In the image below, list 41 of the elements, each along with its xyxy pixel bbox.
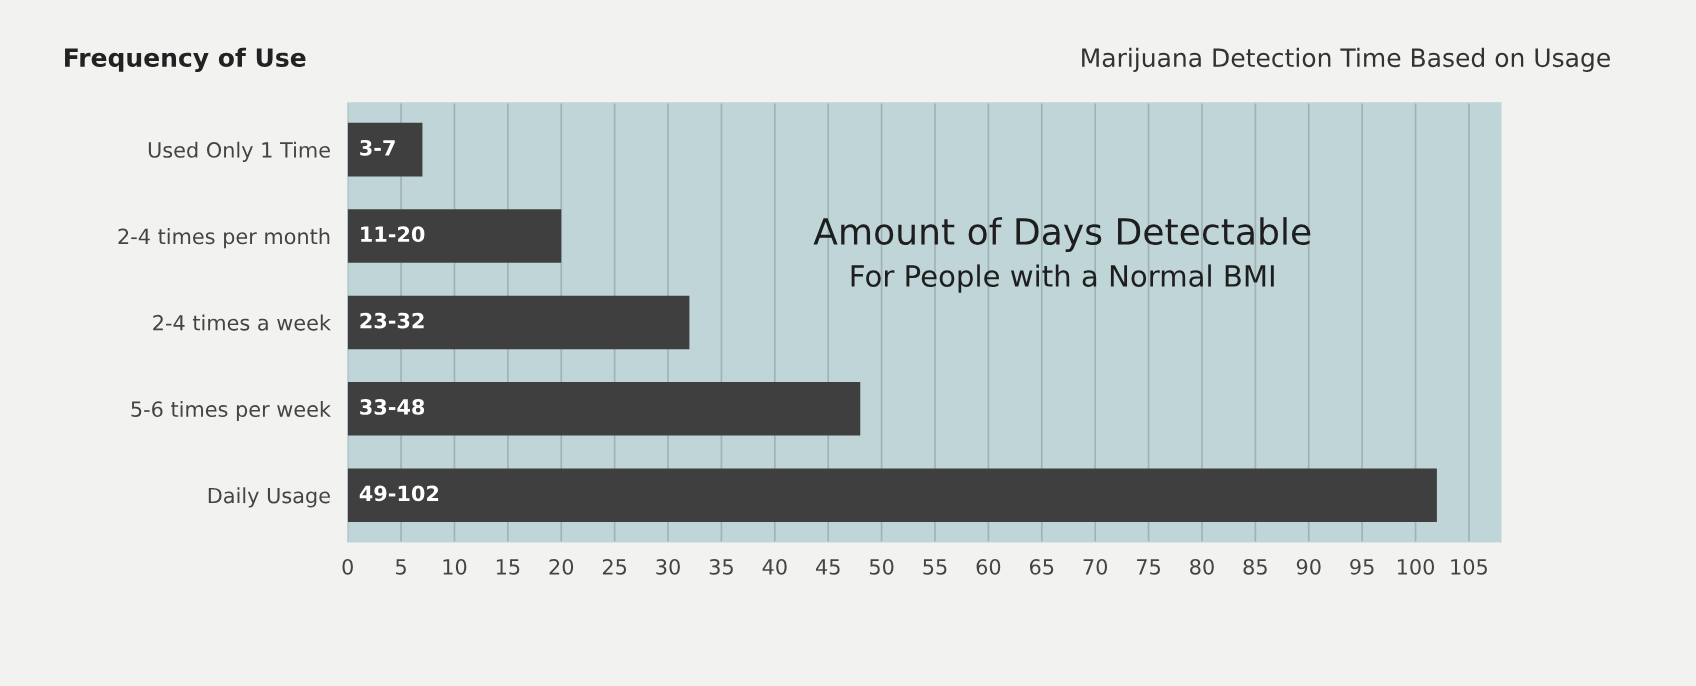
x-tick-label: 70 bbox=[1083, 558, 1108, 575]
x-tick-label: 95 bbox=[1350, 558, 1374, 575]
x-tick-label: 5 bbox=[396, 559, 406, 575]
x-tick-label: 65 bbox=[1029, 558, 1054, 575]
x-tick-label: 35 bbox=[709, 558, 733, 575]
chart-title: Frequency of Use bbox=[65, 47, 306, 73]
data-label: 23-32 bbox=[360, 312, 424, 329]
annotation: Amount of Days Detectable bbox=[813, 217, 1311, 253]
x-tick-label: 25 bbox=[602, 558, 627, 575]
x-tick-label: 10 bbox=[443, 558, 467, 575]
bar bbox=[347, 382, 861, 436]
data-label: 11-20 bbox=[361, 226, 425, 243]
y-tick-label: Used Only 1 Time bbox=[148, 141, 330, 162]
bar bbox=[347, 209, 562, 263]
data-label: 49-102 bbox=[359, 485, 439, 502]
x-tick-label: 0 bbox=[342, 558, 353, 575]
x-tick-label: 40 bbox=[762, 558, 787, 575]
data-label: 3-7 bbox=[360, 139, 395, 156]
y-tick-label: Daily Usage bbox=[208, 487, 330, 508]
y-tick-label: 5-6 times per week bbox=[131, 400, 331, 422]
annotation: For People with a Normal BMI bbox=[851, 264, 1274, 293]
bar bbox=[347, 468, 1437, 522]
x-tick-label: 15 bbox=[496, 559, 520, 575]
x-tick-label: 90 bbox=[1296, 558, 1321, 575]
data-label: 33-48 bbox=[360, 399, 425, 415]
y-tick-label: 2-4 times per month bbox=[118, 228, 330, 249]
bar bbox=[347, 122, 423, 177]
x-tick-label: 80 bbox=[1190, 558, 1214, 575]
x-tick-label: 55 bbox=[923, 559, 947, 575]
y-tick-label: 2-4 times a week bbox=[153, 314, 331, 331]
chart-subtitle: Marijuana Detection Time Based on Usage bbox=[1082, 47, 1610, 73]
bar bbox=[347, 295, 690, 350]
x-tick-label: 60 bbox=[976, 558, 1001, 575]
x-tick-label: 85 bbox=[1243, 558, 1267, 575]
x-tick-label: 30 bbox=[656, 558, 680, 575]
x-tick-label: 20 bbox=[549, 558, 574, 575]
x-tick-label: 50 bbox=[869, 558, 894, 575]
x-tick-label: 45 bbox=[815, 559, 840, 575]
x-tick-label: 75 bbox=[1137, 559, 1160, 575]
x-tick-label: 100 bbox=[1397, 558, 1435, 575]
x-tick-label: 105 bbox=[1451, 558, 1487, 575]
